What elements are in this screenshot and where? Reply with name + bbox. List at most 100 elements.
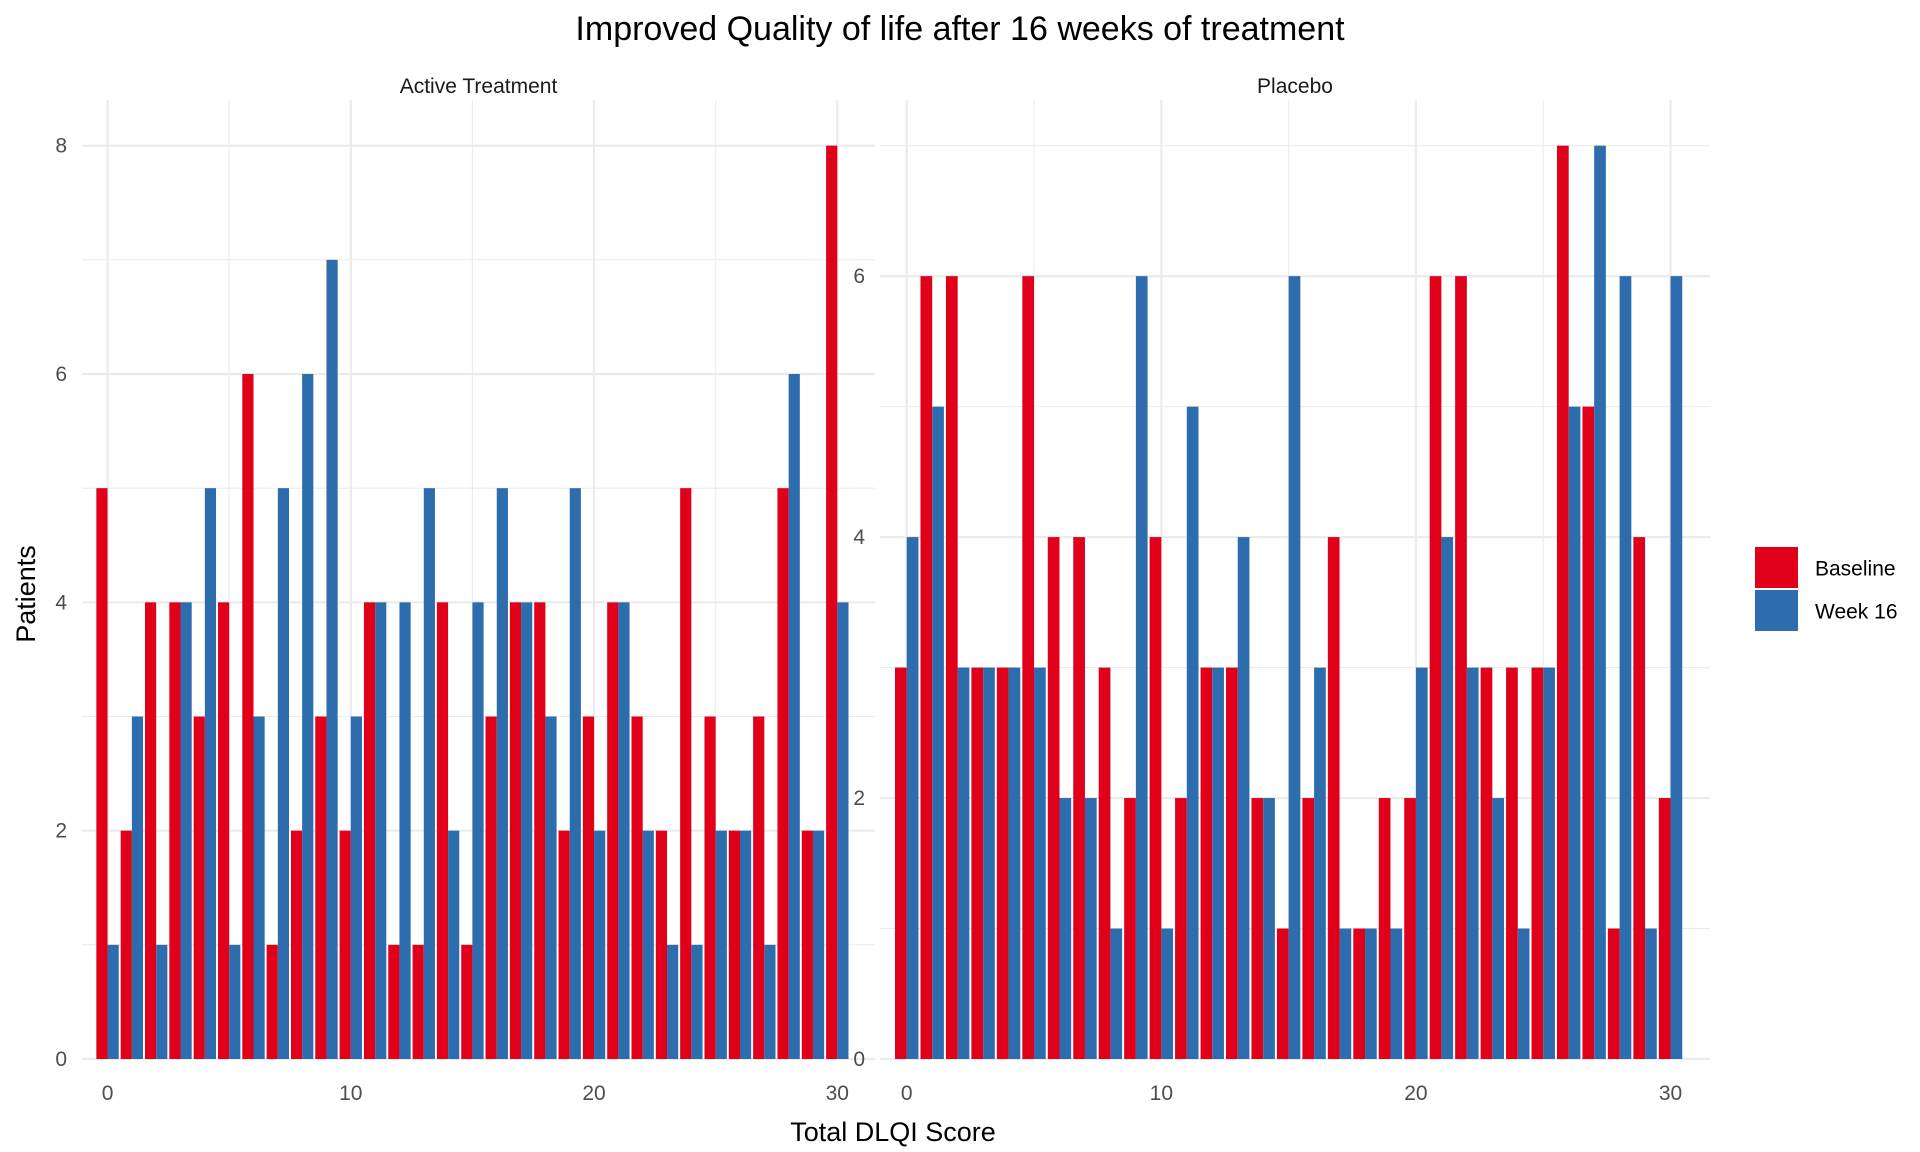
bar-active-treatment-baseline-13 — [412, 944, 424, 1059]
bar-active-treatment-baseline-8 — [290, 830, 303, 1059]
legend-key-week-16 — [1755, 590, 1798, 631]
bar-placebo-week-16-2 — [957, 667, 970, 1059]
bar-active-treatment-baseline-19 — [558, 830, 570, 1059]
bar-placebo-week-16-16 — [1314, 667, 1326, 1059]
panel-strip-label: Active Treatment — [400, 75, 558, 98]
bar-placebo-baseline-9 — [1124, 798, 1136, 1059]
bar-placebo-baseline-15 — [1276, 928, 1289, 1059]
bar-placebo-week-16-21 — [1441, 537, 1454, 1059]
bar-placebo-week-16-17 — [1339, 928, 1352, 1059]
bar-active-treatment-week-16-18 — [545, 716, 557, 1059]
bar-placebo-week-16-14 — [1263, 798, 1275, 1059]
y-axis-title: Patients — [11, 545, 41, 643]
bar-placebo-week-16-24 — [1517, 928, 1530, 1059]
bar-active-treatment-week-16-0 — [107, 944, 119, 1059]
bar-active-treatment-week-16-4 — [204, 488, 217, 1060]
bar-active-treatment-baseline-6 — [242, 374, 254, 1059]
bar-placebo-week-16-3 — [983, 667, 995, 1059]
x-tick-label: 20 — [582, 1082, 605, 1105]
bar-active-treatment-baseline-24 — [680, 488, 692, 1060]
y-tick-label: 4 — [55, 591, 67, 614]
x-tick-label: 30 — [1659, 1082, 1682, 1105]
bar-active-treatment-week-16-11 — [375, 602, 387, 1059]
bar-placebo-baseline-20 — [1404, 798, 1416, 1059]
bar-active-treatment-week-16-1 — [131, 716, 144, 1059]
bar-placebo-baseline-13 — [1226, 667, 1238, 1059]
bar-active-treatment-week-16-5 — [229, 944, 241, 1059]
bar-placebo-baseline-27 — [1582, 406, 1595, 1060]
bar-active-treatment-week-16-15 — [472, 602, 484, 1059]
bar-active-treatment-week-16-13 — [423, 488, 435, 1060]
bar-placebo-week-16-15 — [1288, 276, 1301, 1060]
bar-placebo-baseline-19 — [1378, 798, 1391, 1059]
bar-placebo-week-16-13 — [1237, 537, 1250, 1059]
x-tick-label: 0 — [102, 1082, 114, 1105]
bar-placebo-baseline-29 — [1633, 537, 1646, 1059]
bar-placebo-week-16-29 — [1645, 928, 1657, 1059]
bar-placebo-baseline-1 — [920, 276, 933, 1060]
bar-active-treatment-baseline-3 — [169, 602, 181, 1059]
bar-active-treatment-baseline-15 — [461, 944, 473, 1059]
bar-placebo-week-16-26 — [1568, 406, 1581, 1060]
y-tick-label: 0 — [853, 1048, 865, 1071]
y-tick-label: 2 — [55, 820, 67, 843]
bar-active-treatment-baseline-27 — [753, 716, 765, 1059]
bar-placebo-week-16-12 — [1212, 667, 1224, 1059]
bar-active-treatment-baseline-29 — [801, 830, 813, 1059]
bar-active-treatment-baseline-20 — [582, 716, 595, 1059]
x-tick-label: 10 — [339, 1082, 362, 1105]
bar-active-treatment-baseline-25 — [704, 716, 716, 1059]
bar-placebo-week-16-28 — [1619, 276, 1632, 1060]
y-tick-label: 2 — [853, 787, 865, 810]
legend-label-baseline: Baseline — [1815, 558, 1896, 581]
bar-active-treatment-baseline-5 — [217, 602, 230, 1059]
bar-placebo-week-16-8 — [1110, 928, 1123, 1059]
bar-active-treatment-baseline-2 — [145, 602, 157, 1059]
panel-strip-label: Placebo — [1257, 75, 1333, 98]
bar-active-treatment-baseline-26 — [728, 830, 740, 1059]
bar-active-treatment-baseline-17 — [509, 602, 522, 1059]
x-tick-label: 10 — [1150, 1082, 1173, 1105]
bar-active-treatment-baseline-18 — [534, 602, 546, 1059]
bar-active-treatment-baseline-4 — [193, 716, 205, 1059]
bar-placebo-week-16-30 — [1670, 276, 1683, 1060]
bar-active-treatment-baseline-7 — [266, 944, 278, 1059]
bar-placebo-week-16-4 — [1008, 667, 1021, 1059]
bar-placebo-week-16-10 — [1161, 928, 1174, 1059]
bar-active-treatment-baseline-28 — [777, 488, 789, 1060]
bar-placebo-baseline-11 — [1175, 798, 1187, 1059]
bar-placebo-week-16-6 — [1059, 798, 1072, 1059]
bar-placebo-baseline-0 — [895, 667, 907, 1059]
bar-active-treatment-week-16-26 — [739, 830, 752, 1059]
bar-placebo-baseline-18 — [1353, 928, 1366, 1059]
bar-active-treatment-week-16-7 — [277, 488, 290, 1060]
bar-placebo-baseline-30 — [1658, 798, 1671, 1059]
bar-active-treatment-week-16-21 — [618, 602, 630, 1059]
bar-active-treatment-baseline-14 — [436, 602, 449, 1059]
bar-active-treatment-baseline-23 — [655, 830, 668, 1059]
bar-placebo-baseline-17 — [1327, 537, 1340, 1059]
chart-title: Improved Quality of life after 16 weeks … — [575, 10, 1345, 48]
x-axis-title: Total DLQI Score — [790, 1117, 996, 1147]
bar-active-treatment-week-16-29 — [812, 830, 825, 1059]
bar-placebo-week-16-22 — [1466, 667, 1479, 1059]
bar-placebo-week-16-0 — [906, 537, 919, 1059]
bar-placebo-baseline-12 — [1200, 667, 1213, 1059]
bar-active-treatment-week-16-16 — [496, 488, 508, 1060]
bar-active-treatment-week-16-12 — [399, 602, 411, 1059]
bar-active-treatment-week-16-24 — [691, 944, 703, 1059]
y-tick-label: 0 — [55, 1048, 67, 1071]
bar-active-treatment-week-16-27 — [764, 944, 776, 1059]
bar-placebo-week-16-20 — [1415, 667, 1428, 1059]
y-tick-label: 8 — [55, 135, 67, 158]
bar-placebo-baseline-21 — [1429, 276, 1442, 1060]
bar-placebo-baseline-26 — [1556, 145, 1569, 1059]
legend-key-baseline — [1755, 547, 1798, 588]
bar-placebo-baseline-8 — [1098, 667, 1111, 1059]
bar-placebo-baseline-10 — [1149, 537, 1162, 1059]
legend: Baseline Week 16 — [1755, 547, 1898, 631]
bar-placebo-week-16-23 — [1492, 798, 1505, 1059]
bar-active-treatment-week-16-10 — [350, 716, 362, 1059]
